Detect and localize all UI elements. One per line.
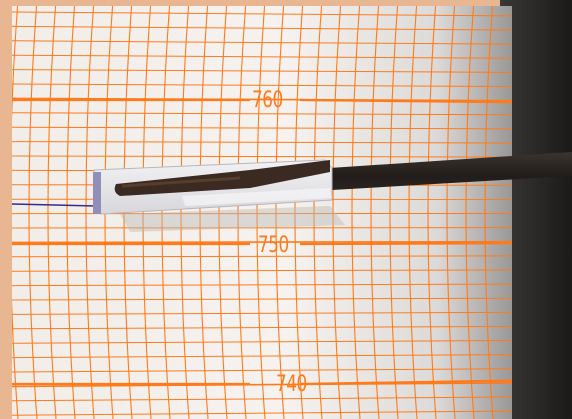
grid-time-arc xyxy=(47,6,57,419)
grid-h-line xyxy=(12,410,512,416)
grid-h-line xyxy=(12,11,512,17)
grid-time-arc xyxy=(28,6,38,419)
grid-time-arc xyxy=(12,6,19,419)
grid-time-arc xyxy=(85,6,95,419)
grid-h-line xyxy=(12,25,512,31)
grid-h-line xyxy=(12,382,512,388)
grid-time-arc xyxy=(256,6,266,419)
grid-h-line xyxy=(12,311,512,315)
grid-time-arc xyxy=(370,6,380,419)
grid-time-arc xyxy=(389,6,399,419)
grid-time-arc xyxy=(465,6,475,419)
grid-time-arc xyxy=(199,6,209,419)
grid-time-arc xyxy=(484,6,494,419)
grid-time-arc xyxy=(427,6,437,419)
grid-h-line xyxy=(12,325,512,330)
grid-time-arc xyxy=(408,6,418,419)
grid-h-line xyxy=(12,69,512,73)
scale-label-760: 760 xyxy=(252,88,283,113)
grid-time-arc xyxy=(237,6,247,419)
grid-major-line xyxy=(299,379,512,386)
grid-h-line xyxy=(12,297,512,301)
scale-label-740: 740 xyxy=(276,372,307,397)
grid-time-arc xyxy=(218,6,228,419)
grid-time-arc xyxy=(332,6,342,419)
grid-time-arc xyxy=(275,6,285,419)
grid-major-line xyxy=(299,242,512,246)
grid-h-line xyxy=(12,396,512,402)
chart-grid xyxy=(12,6,512,419)
grid-time-arc xyxy=(313,6,323,419)
grid-h-line xyxy=(12,83,512,88)
grid-time-arc xyxy=(66,6,76,419)
grid-time-arc xyxy=(351,6,361,419)
grid-time-arc xyxy=(180,6,190,419)
grid-time-arc xyxy=(446,6,456,419)
pen-shadow xyxy=(120,206,345,232)
grid-h-line xyxy=(12,354,512,359)
grid-time-arc xyxy=(294,6,304,419)
grid-h-line xyxy=(12,112,512,116)
scale-label-750: 750 xyxy=(258,233,289,258)
pen-trace xyxy=(11,203,97,207)
grid-h-line xyxy=(12,340,512,344)
grid-h-line xyxy=(12,54,512,59)
